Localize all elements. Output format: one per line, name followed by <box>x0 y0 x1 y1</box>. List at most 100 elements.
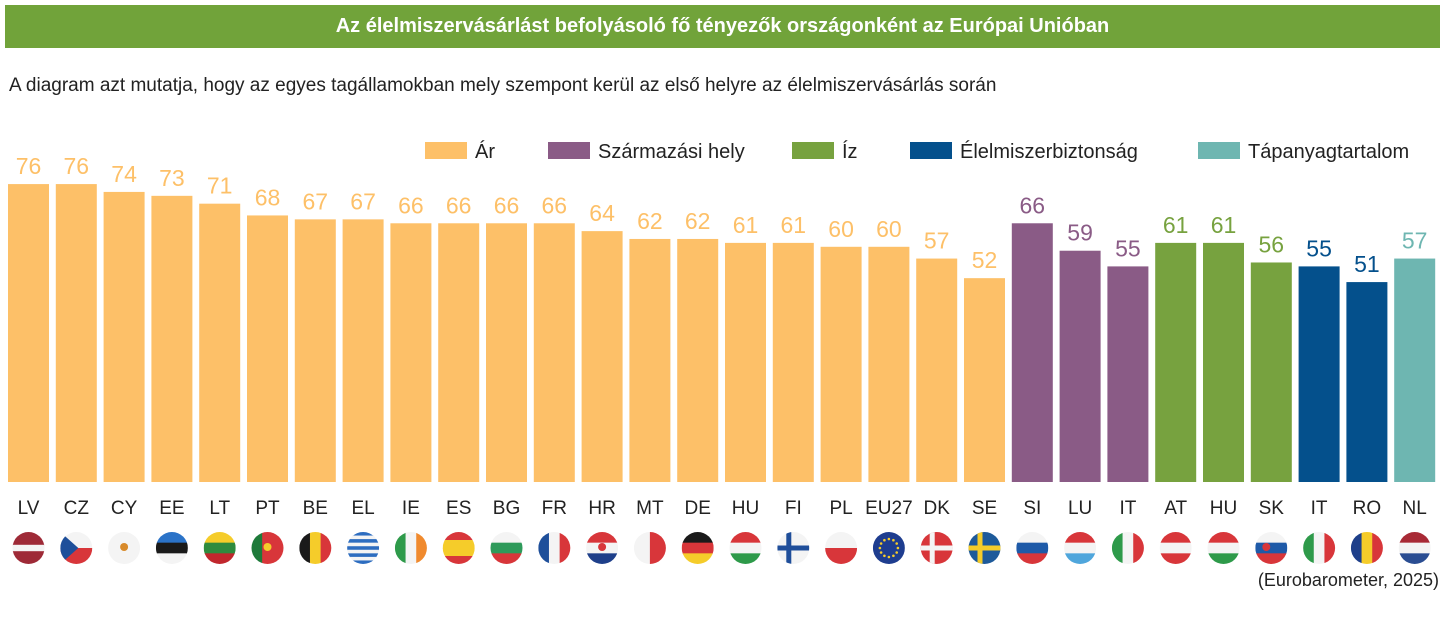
flag-hu-icon <box>729 532 762 564</box>
data-label: 59 <box>1067 220 1093 246</box>
bar-hu <box>725 242 766 482</box>
bar-eu27 <box>868 246 910 482</box>
bar-bg <box>486 223 527 482</box>
data-label: 67 <box>303 188 329 214</box>
bar-ee <box>151 195 193 482</box>
bar-nl <box>1394 258 1436 482</box>
bar-el <box>342 219 384 483</box>
bar-fr <box>533 223 575 482</box>
legend-swatch <box>548 142 590 159</box>
legend-label: Íz <box>842 140 858 163</box>
flag-fr-icon <box>538 532 571 564</box>
bar-it <box>1107 266 1149 482</box>
tick-label: AT <box>1164 498 1187 519</box>
flag-hr-icon <box>586 532 619 564</box>
data-label: 57 <box>924 228 950 254</box>
legend-swatch <box>910 142 952 159</box>
flag-ee-icon <box>155 532 188 564</box>
legend-item: Tápanyagtartalom <box>1198 141 1409 163</box>
bar-pt <box>247 215 288 482</box>
bar-lu <box>1059 250 1101 482</box>
tick-label: ES <box>446 498 471 519</box>
flag-it-icon <box>1303 532 1336 564</box>
tick-label: DK <box>923 498 950 519</box>
bar-si <box>1011 223 1053 482</box>
data-label: 56 <box>1259 231 1285 257</box>
flag-pt-icon <box>251 532 284 564</box>
flag-si-icon <box>1016 532 1049 564</box>
flag-cy-icon <box>108 532 141 564</box>
bar-se <box>964 278 1005 482</box>
data-label: 52 <box>972 247 998 273</box>
legend-swatch <box>425 142 467 159</box>
data-label: 66 <box>446 192 472 218</box>
bar-de <box>677 238 719 482</box>
data-label: 62 <box>637 208 663 234</box>
tick-label: RO <box>1353 498 1382 519</box>
bar-pl <box>820 246 862 482</box>
bar-ie <box>390 223 432 482</box>
data-label: 61 <box>1163 212 1189 238</box>
legend-swatch <box>1198 142 1240 159</box>
tick-label: DE <box>684 498 710 519</box>
data-label: 55 <box>1115 235 1141 261</box>
flag-lt-icon <box>203 532 236 564</box>
tick-label: EE <box>159 498 184 519</box>
bar-lv <box>8 184 49 482</box>
legend-label: Származási hely <box>598 141 745 163</box>
bar-hu <box>1203 242 1244 482</box>
flag-sk-icon <box>1255 532 1288 564</box>
flag-eu-icon <box>872 532 905 564</box>
data-label: 51 <box>1354 251 1380 277</box>
data-label: 76 <box>64 153 90 179</box>
flag-hu-icon <box>1207 532 1240 564</box>
data-label: 64 <box>589 200 615 226</box>
flag-fi-icon <box>777 532 810 564</box>
legend-label: Ár <box>475 140 495 163</box>
bar-cz <box>55 184 97 482</box>
tick-label: BE <box>303 498 328 519</box>
tick-label: PL <box>829 498 852 519</box>
data-label: 61 <box>1211 212 1237 238</box>
flag-it-icon <box>1111 532 1144 564</box>
data-label: 61 <box>733 212 759 238</box>
chart-subtitle: A diagram azt mutatja, hogy az egyes tag… <box>9 75 997 96</box>
flag-dk-icon <box>920 532 953 564</box>
tick-label: FR <box>542 498 567 519</box>
flag-el-icon <box>347 532 380 564</box>
tick-label: MT <box>636 498 664 519</box>
flag-nl-icon <box>1398 532 1431 564</box>
bar-be <box>294 219 336 483</box>
flag-lu-icon <box>1064 532 1097 564</box>
data-label: 66 <box>542 192 568 218</box>
data-label: 66 <box>494 192 520 218</box>
bar-it <box>1298 266 1340 482</box>
tick-label: CY <box>111 498 138 519</box>
bar-sk <box>1250 262 1292 482</box>
data-label: 60 <box>876 216 902 242</box>
legend-item: Ár <box>425 140 495 163</box>
bar-dk <box>916 258 958 482</box>
flag-es-icon <box>442 532 475 564</box>
bar-cy <box>103 191 145 483</box>
data-label: 66 <box>1020 192 1046 218</box>
tick-label: LV <box>18 498 40 519</box>
legend-label: Tápanyagtartalom <box>1248 141 1409 163</box>
flag-ie-icon <box>394 532 427 564</box>
tick-label: HU <box>1210 498 1237 519</box>
tick-label: EL <box>351 498 374 519</box>
tick-label: PT <box>255 498 280 519</box>
tick-label: IT <box>1311 498 1328 519</box>
tick-label: SI <box>1023 498 1041 519</box>
legend-swatch <box>792 142 834 159</box>
data-label: 60 <box>828 216 854 242</box>
flag-lv-icon <box>12 532 45 564</box>
flag-at-icon <box>1159 532 1192 564</box>
bar-es <box>438 223 480 482</box>
data-label: 74 <box>111 161 137 187</box>
tick-label: SK <box>1259 498 1285 519</box>
data-label: 76 <box>16 153 42 179</box>
bar-fi <box>772 242 814 482</box>
flag-de-icon <box>681 532 714 564</box>
